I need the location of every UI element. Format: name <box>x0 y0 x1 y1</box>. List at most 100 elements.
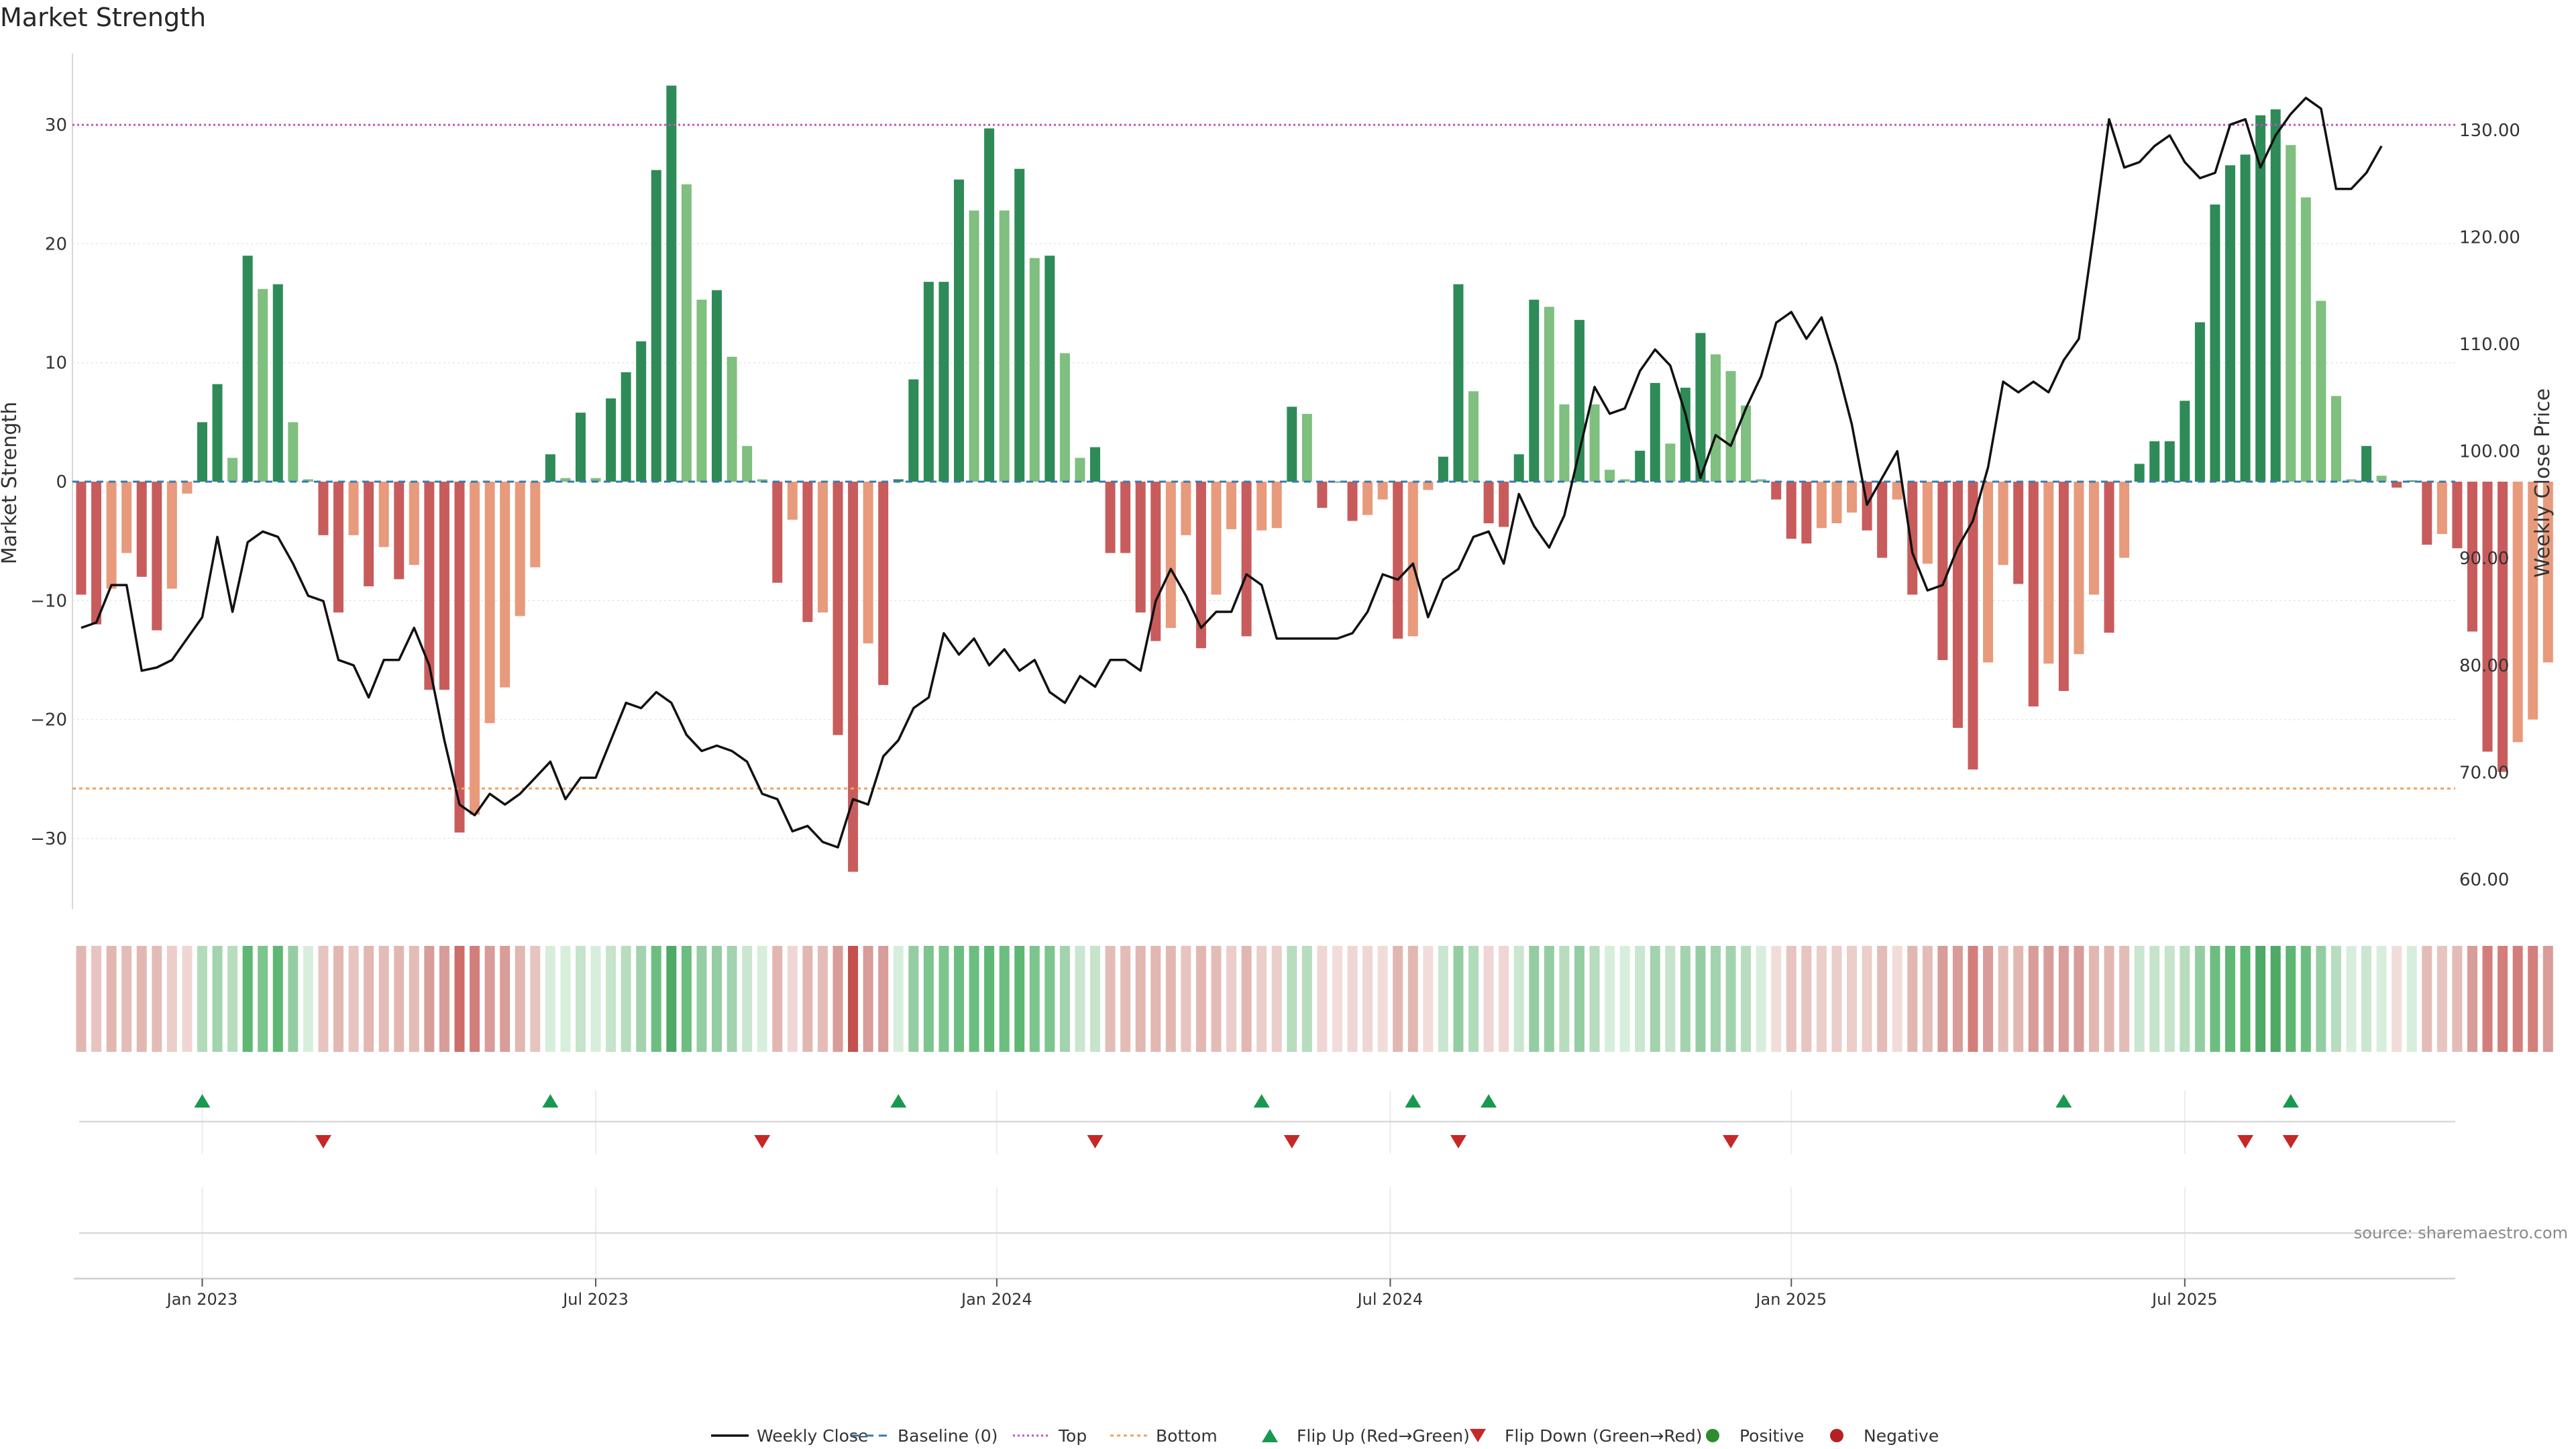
legend: Weekly Close Baseline (0) Top Bottom Flip Up… <box>711 1426 1939 1446</box>
strength-bar <box>1922 482 1933 564</box>
x-tick-label: Jan 2024 <box>960 1290 1032 1309</box>
band-cell <box>1786 946 1796 1052</box>
band-cell <box>878 946 889 1052</box>
band-cell <box>2043 946 2054 1052</box>
band-cell <box>2286 946 2296 1052</box>
strength-bar <box>802 482 813 623</box>
band-cell <box>1559 946 1570 1052</box>
band-cell <box>378 946 389 1052</box>
strength-bar <box>1120 482 1131 553</box>
band-cell <box>2119 946 2130 1052</box>
band-cell <box>560 946 571 1052</box>
strength-bar <box>666 85 677 482</box>
band-cell <box>1075 946 1085 1052</box>
strength-bar <box>1605 470 1615 482</box>
strength-bar <box>2286 145 2296 482</box>
band-cell <box>2210 946 2220 1052</box>
legend-item: Top <box>1013 1426 1087 1446</box>
strength-bar <box>1287 407 1297 482</box>
band-cell <box>500 946 511 1052</box>
y2-tick-label: 70.00 <box>2459 763 2509 783</box>
legend-item: Positive <box>1706 1426 1804 1446</box>
strength-bar <box>984 128 995 482</box>
x-tick-label: Jul 2023 <box>561 1290 629 1309</box>
band-cell <box>2255 946 2266 1052</box>
strength-bar <box>1347 482 1358 521</box>
band-cell <box>1150 946 1161 1052</box>
strength-bar <box>1211 482 1222 595</box>
strength-bar <box>454 482 465 833</box>
strength-bar <box>152 482 162 631</box>
strength-bar <box>515 482 525 616</box>
strength-bar <box>197 422 207 482</box>
band-cell <box>1347 946 1358 1052</box>
band-cell <box>1862 946 1872 1052</box>
flip-up-marker <box>1481 1094 1497 1108</box>
strength-bar <box>1650 382 1660 482</box>
y-axis-right: 60.00 70.00 80.00 90.00 100.00 110.00 120.00 13… <box>2459 121 2520 890</box>
band-cell <box>1529 946 1540 1052</box>
band-cell <box>953 946 964 1052</box>
flip-down-marker <box>1087 1135 1104 1148</box>
band-cell <box>2346 946 2357 1052</box>
band-cell <box>1287 946 1297 1052</box>
band-cell <box>1377 946 1388 1052</box>
band-cell <box>1105 946 1116 1052</box>
band-cell <box>2498 946 2508 1052</box>
band-cell <box>1801 946 1812 1052</box>
band-cell <box>1831 946 1842 1052</box>
strength-bar <box>439 482 449 690</box>
strength-bar <box>1771 482 1782 500</box>
strength-bar <box>2467 482 2477 632</box>
strength-bar <box>500 482 511 688</box>
strength-bar <box>969 210 979 482</box>
strength-bar <box>621 372 631 482</box>
strength-bar <box>1150 482 1161 641</box>
strength-bar <box>1407 482 1418 637</box>
band-cell <box>1090 946 1101 1052</box>
strength-bar <box>2074 482 2084 655</box>
band-cell <box>333 946 344 1052</box>
strength-bar <box>2512 482 2523 743</box>
level-lines <box>72 123 2455 790</box>
strength-bar <box>2406 480 2417 482</box>
strength-bar <box>1741 405 1752 482</box>
band-cell <box>76 946 87 1052</box>
flip-down-marker <box>2282 1135 2299 1148</box>
band-cell <box>2376 946 2387 1052</box>
band-cell <box>1271 946 1282 1052</box>
band-cell <box>1952 946 1963 1052</box>
band-cell <box>2134 946 2145 1052</box>
band-cell <box>1998 946 2008 1052</box>
band-cell <box>1181 946 1191 1052</box>
band-cell <box>258 946 268 1052</box>
strength-bar <box>1892 482 1902 500</box>
legend-swatch-negative <box>1830 1429 1843 1442</box>
strength-bar <box>1801 482 1812 544</box>
x-tick-label: Jan 2025 <box>1754 1290 1827 1309</box>
strength-bar <box>1362 482 1373 515</box>
strength-bar <box>2452 482 2463 549</box>
band-cell <box>1619 946 1630 1052</box>
strength-bar <box>1831 482 1842 524</box>
band-cell <box>1226 946 1237 1052</box>
strength-bar <box>2255 115 2266 482</box>
band-cell <box>1195 946 1206 1052</box>
strength-bar <box>848 482 859 872</box>
band-cell <box>651 946 661 1052</box>
band-cell <box>1968 946 1978 1052</box>
flip-up-marker <box>890 1094 907 1108</box>
strength-bar <box>1710 354 1721 482</box>
strength-bar <box>166 482 177 589</box>
band-cell <box>2240 946 2251 1052</box>
legend-item: Weekly Close <box>711 1426 868 1446</box>
band-cell <box>893 946 904 1052</box>
flip-down-marker <box>1450 1135 1466 1148</box>
band-cell <box>1362 946 1373 1052</box>
strength-bar <box>2316 301 2326 482</box>
band-cell <box>863 946 873 1052</box>
y2-tick-label: 120.00 <box>2459 227 2520 248</box>
strength-bar <box>575 413 586 482</box>
strength-bar <box>530 482 541 568</box>
band-cell <box>182 946 193 1052</box>
